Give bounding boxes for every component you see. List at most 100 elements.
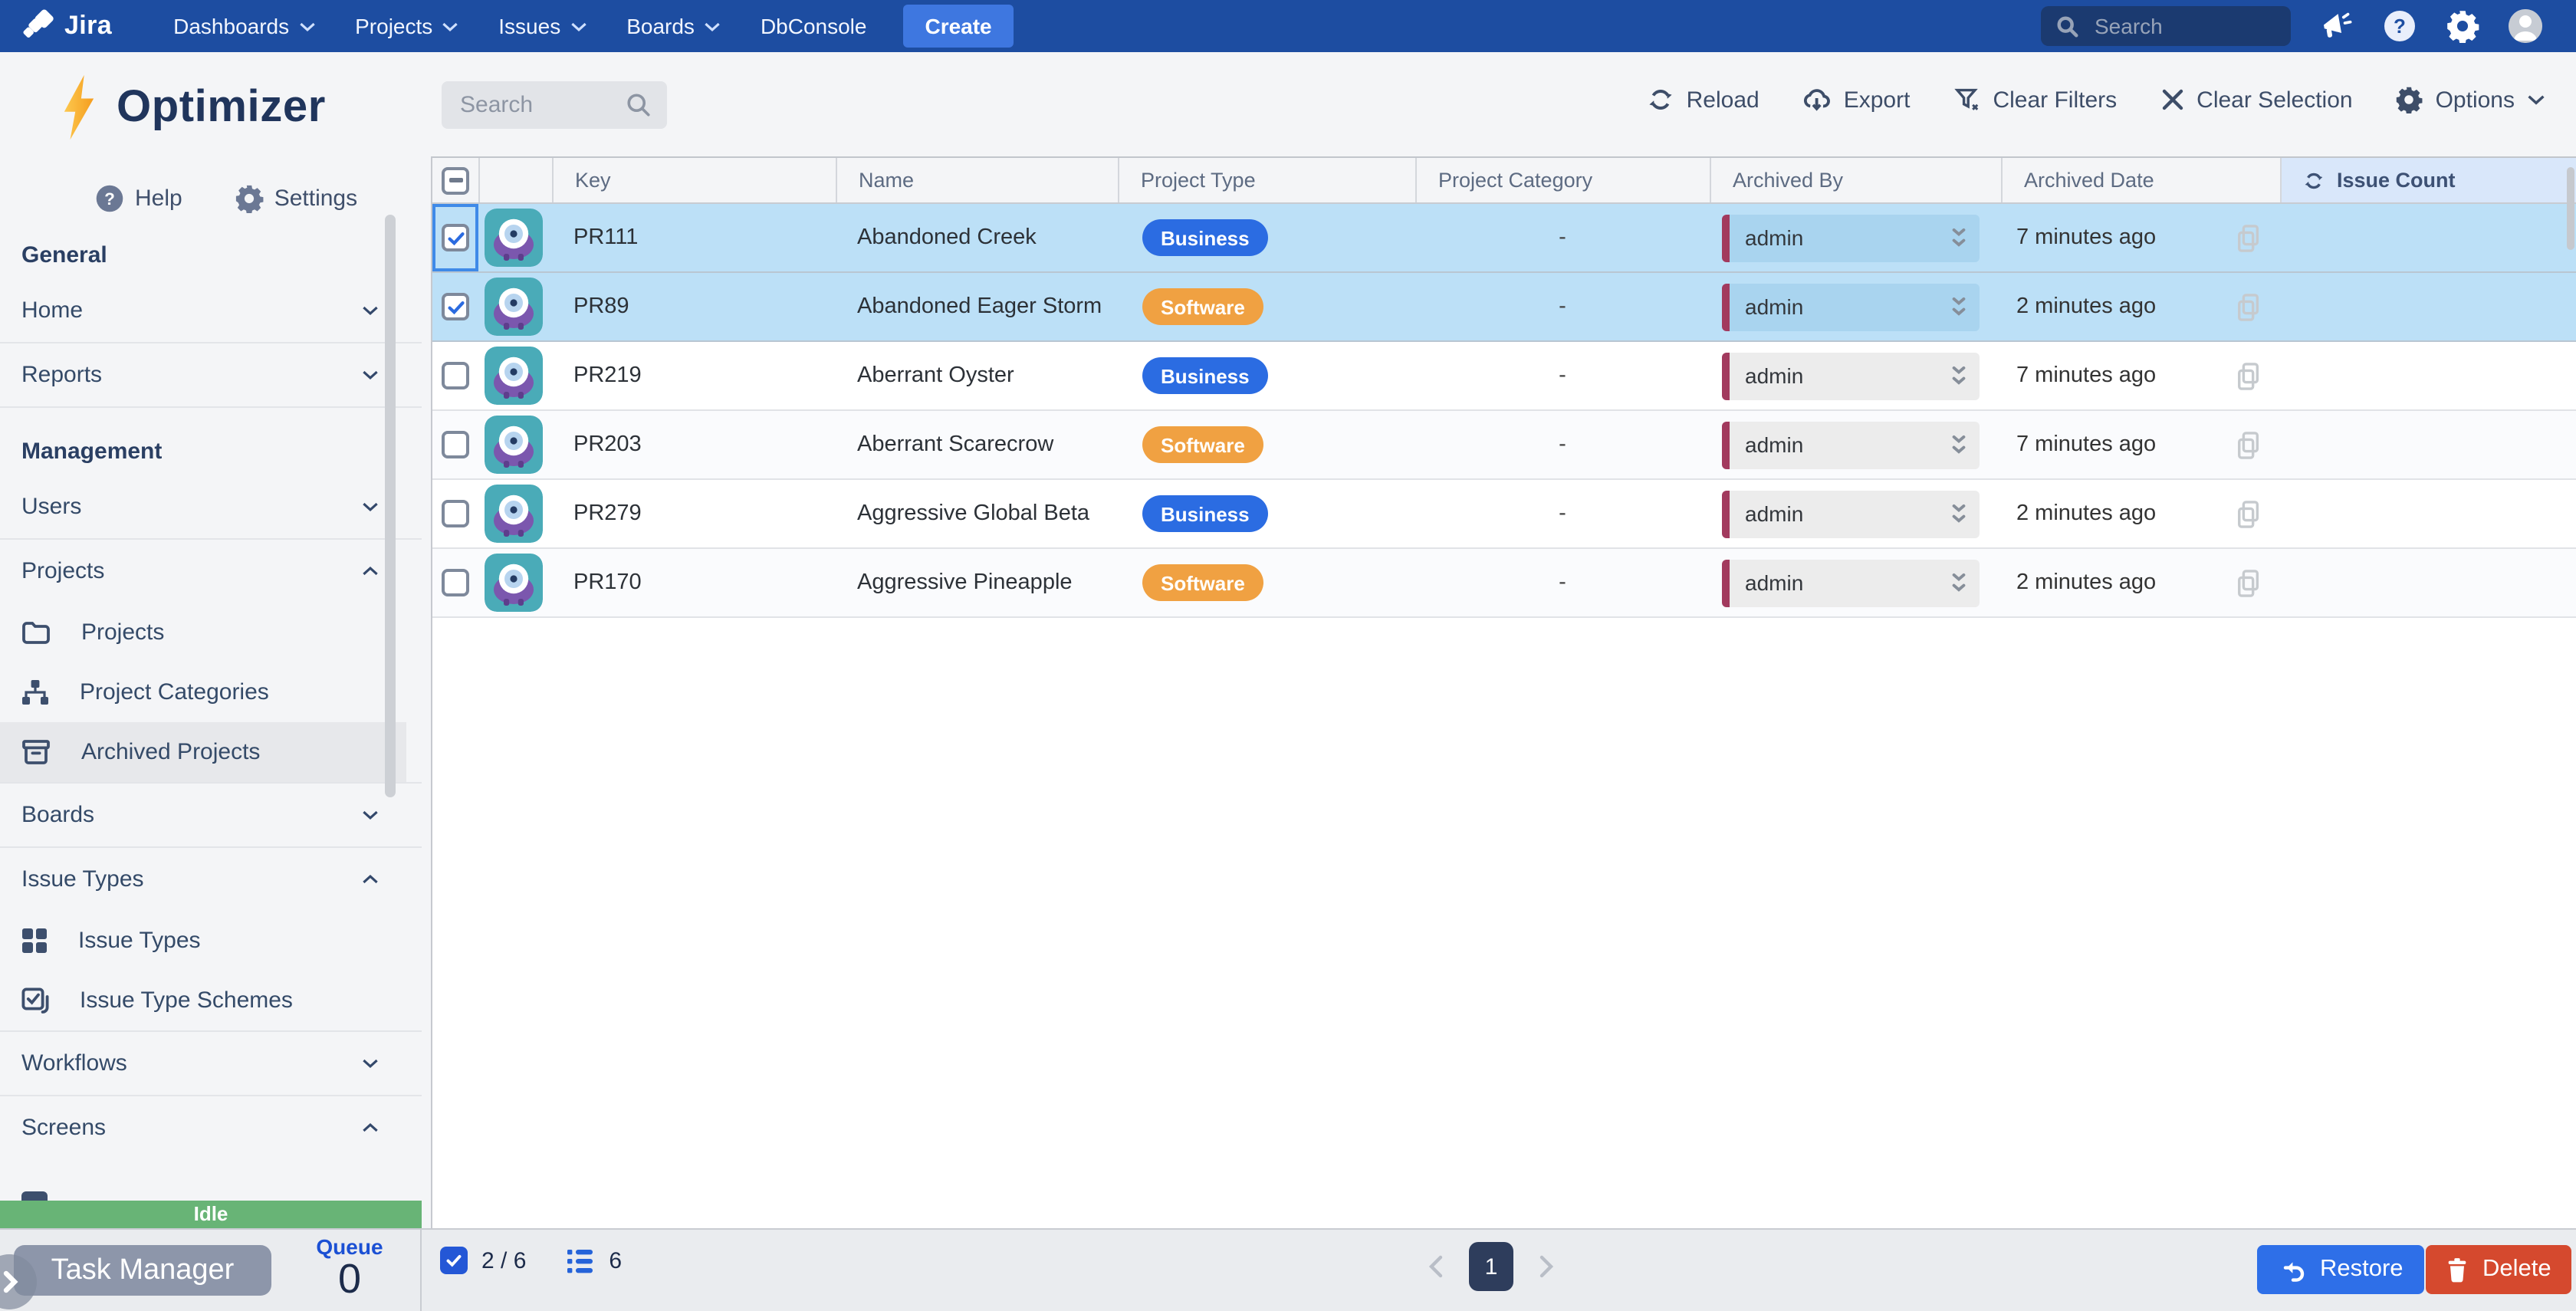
row-checkbox[interactable] bbox=[442, 431, 469, 458]
user-avatar[interactable] bbox=[2509, 9, 2542, 43]
sidebar-subitem-issue-type-schemes[interactable]: Issue Type Schemes bbox=[0, 971, 422, 1030]
clear-selection-button[interactable]: Clear Selection bbox=[2160, 87, 2352, 113]
export-button[interactable]: Export bbox=[1802, 86, 1911, 113]
table-search[interactable] bbox=[442, 81, 667, 129]
row-name: Abandoned Eager Storm bbox=[836, 273, 1118, 340]
table-scrollbar[interactable] bbox=[2567, 167, 2574, 250]
row-key: PR170 bbox=[552, 549, 836, 616]
row-checkbox[interactable] bbox=[442, 224, 469, 251]
archived-by-select[interactable]: admin bbox=[1722, 490, 1980, 537]
row-checkbox-cell[interactable] bbox=[432, 549, 478, 616]
nav-item-dbconsole[interactable]: DbConsole bbox=[761, 14, 867, 38]
prev-page-icon[interactable] bbox=[1428, 1254, 1444, 1279]
sidebar-item-reports[interactable]: Reports bbox=[0, 343, 422, 406]
copy-icon[interactable] bbox=[2236, 292, 2262, 321]
sidebar-item-projects[interactable]: Projects bbox=[0, 540, 422, 603]
table-row[interactable]: PR89 Abandoned Eager Storm Software - ad… bbox=[432, 273, 2576, 342]
sidebar-item-boards[interactable]: Boards bbox=[0, 784, 422, 846]
sidebar-subitem-archived-projects[interactable]: Archived Projects bbox=[0, 722, 406, 782]
reload-button[interactable]: Reload bbox=[1647, 86, 1760, 113]
nav-right: ? bbox=[2041, 6, 2576, 46]
table-row[interactable]: PR111 Abandoned Creek Business - admin 7 bbox=[432, 204, 2576, 273]
column-issue-count[interactable]: Issue Count bbox=[2280, 158, 2576, 202]
sidebar-links: ? Help Settings bbox=[95, 184, 357, 213]
announcements-icon[interactable] bbox=[2320, 9, 2354, 43]
row-checkbox[interactable] bbox=[442, 500, 469, 527]
row-checkbox[interactable] bbox=[442, 569, 469, 596]
column-project-type[interactable]: Project Type bbox=[1118, 158, 1415, 202]
row-checkbox-cell[interactable] bbox=[432, 273, 478, 340]
archived-by-select[interactable]: admin bbox=[1722, 352, 1980, 399]
row-key: PR89 bbox=[552, 273, 836, 340]
column-archived-date[interactable]: Archived Date bbox=[2001, 158, 2280, 202]
sidebar-item-issue-types[interactable]: Issue Types bbox=[0, 848, 422, 911]
sidebar: Optimizer ? Help Settings GeneralHome Re… bbox=[0, 52, 422, 1201]
select-all-checkbox[interactable] bbox=[432, 158, 478, 202]
project-avatar bbox=[485, 347, 543, 405]
project-avatar bbox=[485, 554, 543, 612]
sidebar-help-link[interactable]: ? Help bbox=[95, 184, 182, 213]
page-button[interactable]: 1 bbox=[1469, 1242, 1513, 1291]
nav-search[interactable] bbox=[2041, 6, 2291, 46]
column-project-category[interactable]: Project Category bbox=[1415, 158, 1710, 202]
sidebar-item-home[interactable]: Home bbox=[0, 279, 422, 342]
table-row[interactable]: PR279 Aggressive Global Beta Business - … bbox=[432, 480, 2576, 549]
selected-checkbox-icon[interactable] bbox=[440, 1247, 468, 1274]
sidebar-settings-link[interactable]: Settings bbox=[235, 184, 357, 213]
archived-by-select[interactable]: admin bbox=[1722, 283, 1980, 330]
lightning-bolt-icon bbox=[61, 74, 97, 141]
table-row[interactable]: PR219 Aberrant Oyster Business - admin 7 bbox=[432, 342, 2576, 411]
restore-button[interactable]: Restore bbox=[2257, 1245, 2425, 1294]
options-button[interactable]: Options bbox=[2396, 86, 2545, 113]
copy-icon[interactable] bbox=[2236, 223, 2262, 252]
select-accent-bar bbox=[1722, 352, 1730, 399]
column-name[interactable]: Name bbox=[836, 158, 1118, 202]
project-avatar bbox=[485, 485, 543, 543]
copy-icon[interactable] bbox=[2236, 430, 2262, 459]
delete-button[interactable]: Delete bbox=[2426, 1245, 2571, 1294]
archived-by-select[interactable]: admin bbox=[1722, 421, 1980, 468]
sidebar-item-users[interactable]: Users bbox=[0, 475, 422, 538]
row-name: Aggressive Pineapple bbox=[836, 549, 1118, 616]
nav-item-dashboards[interactable]: Dashboards bbox=[173, 14, 315, 38]
gear-icon[interactable] bbox=[2446, 9, 2479, 43]
row-checkbox[interactable] bbox=[442, 293, 469, 320]
table-row[interactable]: PR203 Aberrant Scarecrow Software - admi… bbox=[432, 411, 2576, 480]
sidebar-item-screens[interactable]: Screens bbox=[0, 1096, 422, 1159]
sidebar-subitem-project-categories[interactable]: Project Categories bbox=[0, 662, 422, 722]
copy-icon[interactable] bbox=[2236, 499, 2262, 528]
optimizer-logo: Optimizer bbox=[61, 74, 326, 141]
table-search-input[interactable] bbox=[457, 90, 626, 120]
sidebar-subitem-issue-types[interactable]: Issue Types bbox=[0, 911, 422, 971]
help-icon[interactable]: ? bbox=[2383, 9, 2417, 43]
column-key[interactable]: Key bbox=[552, 158, 836, 202]
table-row[interactable]: PR170 Aggressive Pineapple Software - ad… bbox=[432, 549, 2576, 618]
row-checkbox-cell[interactable] bbox=[432, 342, 478, 409]
sidebar-subitem-projects[interactable]: Projects bbox=[0, 603, 422, 662]
row-checkbox-cell[interactable] bbox=[432, 411, 478, 478]
nav-search-input[interactable] bbox=[2091, 12, 2251, 40]
task-manager-button[interactable]: Task Manager bbox=[14, 1245, 271, 1296]
chevron-down-icon bbox=[442, 21, 458, 31]
jira-logo[interactable]: Jira bbox=[21, 9, 112, 43]
nav-item-issues[interactable]: Issues bbox=[498, 14, 586, 38]
column-archived-by[interactable]: Archived By bbox=[1710, 158, 2001, 202]
nav-item-boards[interactable]: Boards bbox=[626, 14, 721, 38]
nav-item-projects[interactable]: Projects bbox=[355, 14, 458, 38]
archived-by-select[interactable]: admin bbox=[1722, 559, 1980, 606]
row-key: PR279 bbox=[552, 480, 836, 547]
row-checkbox-cell[interactable] bbox=[432, 480, 478, 547]
next-page-icon[interactable] bbox=[1538, 1254, 1555, 1279]
row-checkbox[interactable] bbox=[442, 362, 469, 389]
copy-icon[interactable] bbox=[2236, 361, 2262, 390]
create-button[interactable]: Create bbox=[903, 5, 1013, 48]
project-type-badge: Business bbox=[1142, 219, 1268, 256]
archived-by-select[interactable]: admin bbox=[1722, 214, 1980, 261]
sidebar-scrollbar[interactable] bbox=[385, 215, 396, 797]
copy-icon[interactable] bbox=[2236, 568, 2262, 597]
row-checkbox-cell[interactable] bbox=[432, 204, 478, 271]
row-avatar-cell bbox=[478, 549, 552, 616]
sidebar-item-workflows[interactable]: Workflows bbox=[0, 1032, 422, 1095]
clear-filters-button[interactable]: Clear Filters bbox=[1953, 86, 2117, 113]
table-body: PR111 Abandoned Creek Business - admin 7 bbox=[432, 204, 2576, 618]
